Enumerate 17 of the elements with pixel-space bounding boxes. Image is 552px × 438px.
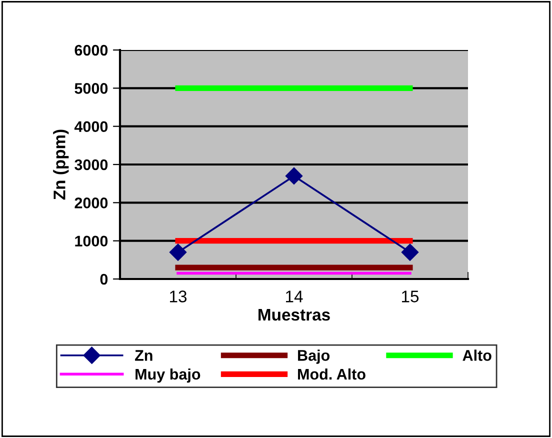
x-tick-label: 15 (402, 290, 419, 302)
y-tick-label: 1000 (75, 236, 108, 247)
legend-label: Zn (135, 350, 152, 361)
legend-label: Alto (462, 350, 492, 361)
y-tick-label: 0 (100, 274, 108, 285)
y-tick-label: 4000 (74, 121, 108, 132)
x-tick-label: 13 (170, 290, 187, 302)
y-tick-label: 3000 (74, 159, 108, 170)
x-axis-title: Muestras (258, 309, 330, 321)
legend-label: Muy bajo (136, 368, 200, 383)
y-axis-title: Zn (ppm) (53, 130, 69, 200)
y-tick-label: 5000 (74, 83, 108, 94)
legend-label: Bajo (298, 350, 330, 364)
y-tick-label: 2000 (74, 198, 108, 208)
y-tick-label: 6000 (74, 44, 108, 56)
legend-label: Mod. Alto (298, 368, 366, 380)
x-tick-label: 14 (286, 290, 303, 302)
